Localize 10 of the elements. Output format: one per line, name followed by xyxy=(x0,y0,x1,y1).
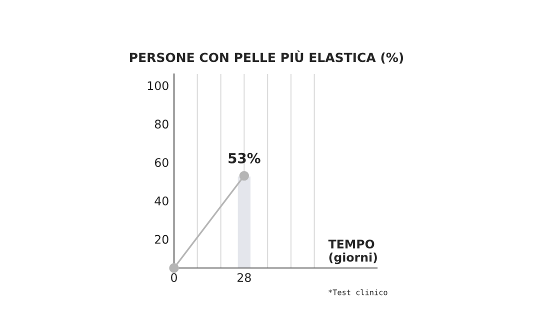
data-label: 53% xyxy=(228,152,260,164)
y-tick-label: 40 xyxy=(154,196,168,206)
y-tick-label: 20 xyxy=(154,234,168,244)
y-tick-label: 60 xyxy=(154,158,168,168)
chart-title: PERSONE CON PELLE PIÙ ELASTICA (%) xyxy=(130,50,404,64)
x-axis-title: TEMPO (giorni) xyxy=(328,240,377,264)
y-tick-label: 80 xyxy=(154,120,168,129)
x-tick-label: 0 xyxy=(171,273,177,282)
y-tick-label: 100 xyxy=(148,81,168,90)
x-tick-label: 28 xyxy=(238,273,251,282)
